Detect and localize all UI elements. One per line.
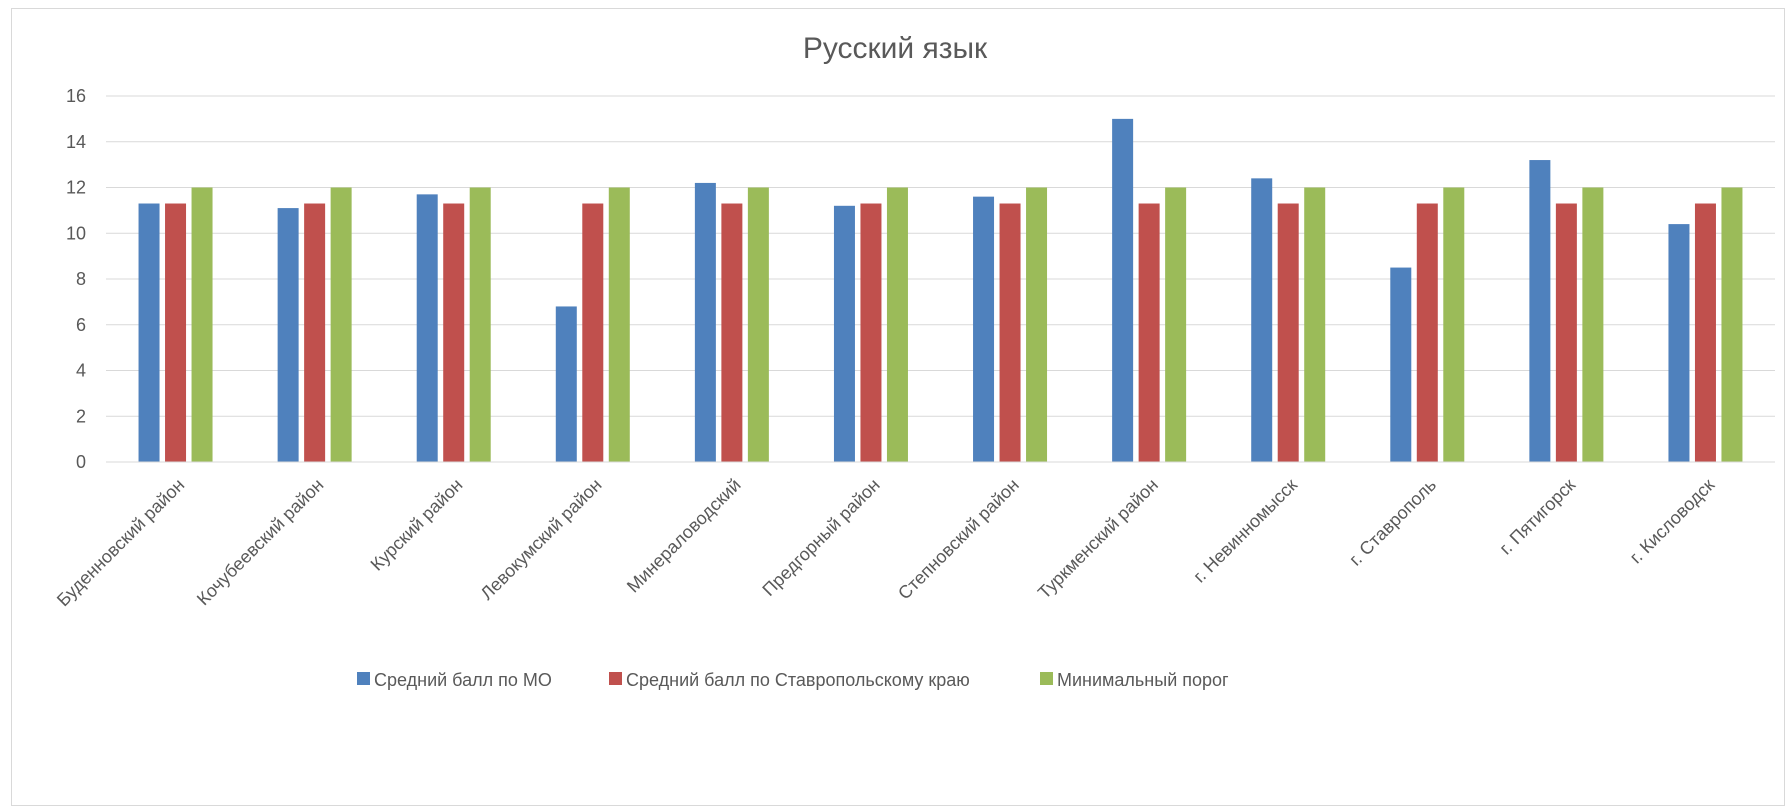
y-tick-label: 4 — [76, 361, 86, 381]
legend-swatch — [357, 672, 370, 685]
bar — [1304, 187, 1326, 462]
x-tick-label: Туркменский район — [1034, 475, 1162, 603]
bar — [1443, 187, 1465, 462]
bar — [1694, 203, 1716, 462]
bar — [860, 203, 882, 462]
bar — [833, 205, 855, 463]
x-tick-label: г. Кисловодск — [1626, 475, 1719, 568]
bar — [443, 203, 465, 462]
x-tick-label: г. Невинномысск — [1189, 475, 1301, 587]
gridlines — [106, 95, 1775, 417]
x-tick-label: Минераловодский — [623, 475, 745, 597]
bar — [1390, 267, 1412, 462]
x-tick-label: Предгорный район — [758, 475, 883, 600]
bar — [582, 203, 604, 462]
bar — [1138, 203, 1160, 462]
legend-label: Средний балл по Ставропольскому краю — [626, 670, 970, 690]
x-tick-label: Степновский район — [894, 475, 1023, 604]
y-tick-label: 12 — [66, 178, 86, 198]
bars — [138, 118, 1743, 463]
chart-title: Русский язык — [803, 32, 988, 65]
bar — [1251, 178, 1273, 462]
bar — [138, 203, 160, 462]
bar — [1277, 203, 1299, 462]
bar — [416, 194, 438, 463]
bar — [608, 187, 630, 462]
legend-swatch — [1040, 672, 1053, 685]
bar — [1165, 187, 1187, 462]
bar — [999, 203, 1021, 462]
bar — [469, 187, 491, 462]
x-tick-label: Курский район — [367, 475, 467, 575]
bar — [191, 187, 213, 462]
x-tick-label: г. Ставрополь — [1345, 475, 1440, 570]
bar — [1721, 187, 1743, 462]
bar — [886, 187, 908, 462]
bar — [165, 203, 187, 462]
bar — [721, 203, 743, 462]
legend-label: Минимальный порог — [1057, 670, 1229, 690]
y-axis-ticks: 0 2 4 6 8 10 12 14 16 — [66, 86, 86, 472]
y-tick-label: 8 — [76, 269, 86, 289]
bar — [304, 203, 326, 462]
x-tick-label: Левокумский район — [477, 475, 606, 604]
y-tick-label: 0 — [76, 452, 86, 472]
bar — [555, 306, 577, 462]
bar — [1026, 187, 1048, 462]
bar — [1112, 118, 1134, 462]
y-tick-label: 10 — [66, 223, 86, 243]
bar — [277, 208, 299, 462]
y-tick-label: 2 — [76, 406, 86, 426]
x-tick-label: Кочубеевский район — [193, 475, 327, 609]
y-tick-label: 14 — [66, 132, 86, 152]
x-tick-label: Буденновский район — [53, 475, 188, 610]
bar — [973, 196, 995, 462]
x-axis-labels: Буденновский район Кочубеевский район Курс… — [53, 475, 1718, 611]
legend-label: Средний балл по МО — [374, 670, 552, 690]
y-tick-label: 16 — [66, 86, 86, 106]
bar — [1555, 203, 1577, 462]
legend: Средний балл по МО Средний балл по Ставро… — [357, 670, 1229, 690]
bar — [330, 187, 352, 462]
bar — [1668, 224, 1690, 462]
bar — [1529, 160, 1551, 463]
bar — [747, 187, 769, 462]
y-tick-label: 6 — [76, 315, 86, 335]
bar — [1416, 203, 1438, 462]
legend-swatch — [609, 672, 622, 685]
bar — [1582, 187, 1604, 462]
x-tick-label: г. Пятигорск — [1495, 475, 1579, 559]
bar — [694, 182, 716, 463]
